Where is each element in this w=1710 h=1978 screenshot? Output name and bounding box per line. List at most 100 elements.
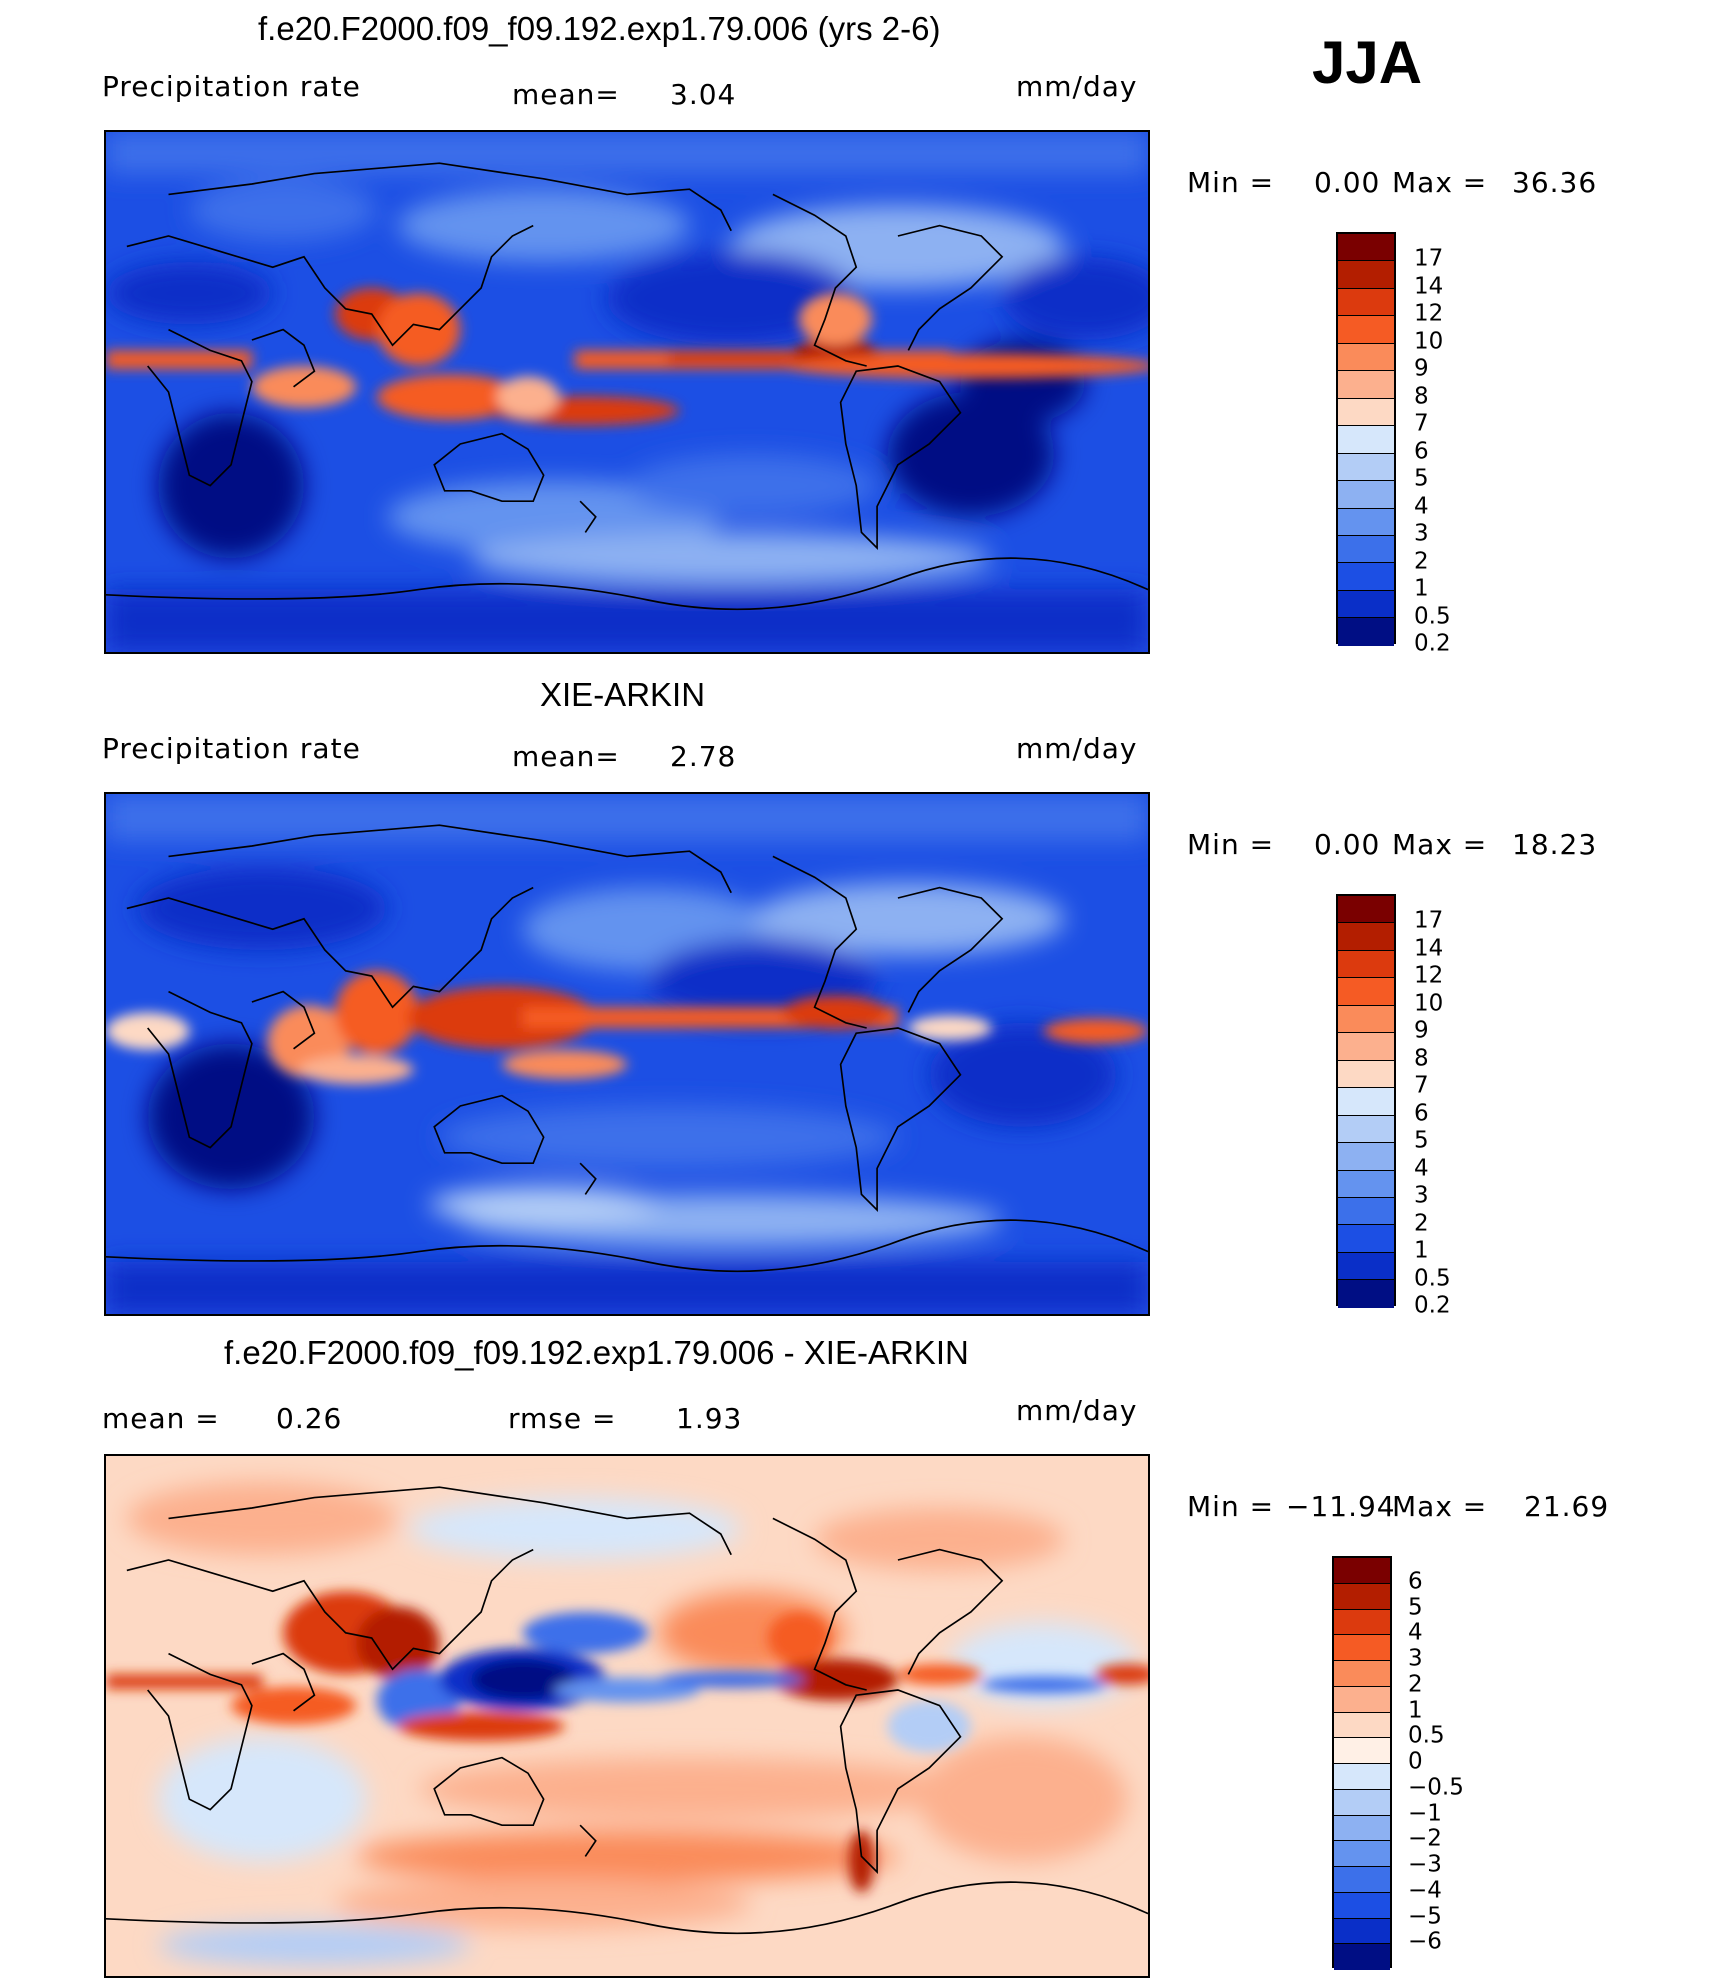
min-value-diff: −11.94: [1286, 1490, 1396, 1523]
map-canvas-model: [106, 132, 1148, 652]
colorbar-swatch: [1334, 1686, 1390, 1713]
colorbar-swatch: [1338, 1225, 1394, 1253]
max-label-model: Max =: [1392, 166, 1488, 199]
mean-label-model: mean=: [512, 78, 620, 111]
map-canvas-obs: [106, 794, 1148, 1314]
max-label-obs: Max =: [1392, 828, 1488, 861]
panel-title-obs: XIE-ARKIN: [540, 676, 706, 713]
colorbar-tick-label: −4: [1408, 1877, 1442, 1904]
colorbar-tick-label: 7: [1414, 410, 1429, 437]
variable-label-model: Precipitation rate: [102, 70, 361, 103]
colorbar-tick-label: 17: [1414, 907, 1444, 934]
colorbar-swatch: [1334, 1558, 1390, 1584]
colorbar-swatch: [1338, 978, 1394, 1006]
mean-value-obs: 2.78: [670, 740, 737, 773]
colorbar-swatch: [1334, 1609, 1390, 1636]
colorbar-tick-label: 12: [1414, 300, 1444, 327]
precip-map-obs: [104, 792, 1150, 1316]
colorbar-ticks-model: 17 14 12 10 9 8 7 6 5 4 3 2 1 0.5 0.2: [1414, 232, 1494, 655]
colorbar-tick-label: 1: [1414, 1237, 1429, 1264]
precip-map-model: [104, 130, 1150, 654]
units-label-model: mm/day: [1016, 70, 1138, 103]
colorbar-tick-label: 4: [1414, 1155, 1429, 1182]
colorbar-swatch: [1334, 1712, 1390, 1739]
colorbar-tick-label: −2: [1408, 1825, 1442, 1852]
colorbar-tick-label: 10: [1414, 990, 1444, 1017]
colorbar-swatch: [1338, 343, 1394, 372]
colorbar-swatch: [1338, 896, 1394, 924]
colorbar-tick-label: 3: [1414, 1182, 1429, 1209]
colorbar-tick-label: 0.5: [1414, 603, 1451, 630]
colorbar-tick-label: 0.5: [1414, 1265, 1451, 1292]
units-label-obs: mm/day: [1016, 732, 1138, 765]
colorbar-swatch: [1338, 398, 1394, 427]
rmse-label-diff: rmse =: [508, 1402, 617, 1435]
colorbar-tick-label: 14: [1414, 935, 1444, 962]
max-value-model: 36.36: [1512, 166, 1598, 199]
max-value-obs: 18.23: [1512, 828, 1598, 861]
colorbar-tick-label: 8: [1414, 1045, 1429, 1072]
min-label-diff: Min =: [1187, 1490, 1275, 1523]
colorbar-swatch: [1338, 950, 1394, 979]
colorbar-diff: [1332, 1556, 1392, 1970]
colorbar-swatch: [1338, 1170, 1394, 1198]
colorbar-swatch: [1338, 288, 1394, 317]
colorbar-swatch: [1334, 1944, 1390, 1970]
colorbar-tick-label: 12: [1414, 962, 1444, 989]
colorbar-model: [1336, 232, 1396, 646]
colorbar-swatch: [1334, 1815, 1390, 1842]
colorbar-tick-label: −6: [1408, 1928, 1442, 1955]
mean-value-diff: 0.26: [276, 1402, 343, 1435]
colorbar-swatch: [1338, 261, 1394, 289]
colorbar-tick-label: 4: [1408, 1619, 1423, 1646]
colorbar-swatch: [1334, 1789, 1390, 1816]
rmse-value-diff: 1.93: [676, 1402, 743, 1435]
colorbar-tick-label: 6: [1408, 1568, 1423, 1595]
colorbar-tick-label: 1: [1414, 575, 1429, 602]
colorbar-tick-label: 0.2: [1414, 1292, 1451, 1319]
colorbar-swatch: [1338, 1115, 1394, 1144]
min-value-obs: 0.00: [1314, 828, 1381, 861]
colorbar-swatch: [1338, 590, 1394, 619]
colorbar-swatch: [1338, 1005, 1394, 1034]
colorbar-tick-label: 2: [1414, 548, 1429, 575]
colorbar-swatch: [1338, 923, 1394, 951]
colorbar-tick-label: 10: [1414, 328, 1444, 355]
colorbar-tick-label: 6: [1414, 438, 1429, 465]
colorbar-tick-label: 17: [1414, 245, 1444, 272]
colorbar-tick-label: −0.5: [1408, 1774, 1464, 1801]
panel-title-model: f.e20.F2000.f09_f09.192.exp1.79.006 (yrs…: [258, 10, 941, 47]
colorbar-swatch: [1338, 316, 1394, 344]
colorbar-tick-label: 8: [1414, 383, 1429, 410]
colorbar-ticks-diff: 6 5 4 3 2 1 0.5 0 −0.5 −1 −2 −3 −4 −5 −6: [1408, 1556, 1498, 1968]
colorbar-swatch: [1338, 563, 1394, 591]
colorbar-swatch: [1338, 1197, 1394, 1226]
colorbar-swatch: [1334, 1764, 1390, 1790]
colorbar-swatch: [1334, 1583, 1390, 1610]
colorbar-swatch: [1334, 1918, 1390, 1945]
colorbar-swatch: [1334, 1867, 1390, 1893]
colorbar-tick-label: 5: [1408, 1594, 1423, 1620]
colorbar-swatch: [1338, 481, 1394, 509]
colorbar-tick-label: 6: [1414, 1100, 1429, 1127]
colorbar-tick-label: 4: [1414, 493, 1429, 520]
colorbar-swatch: [1338, 1060, 1394, 1089]
colorbar-tick-label: 9: [1414, 355, 1429, 382]
colorbar-swatch: [1334, 1738, 1390, 1764]
colorbar-swatch: [1334, 1635, 1390, 1661]
max-label-diff: Max =: [1392, 1490, 1488, 1523]
variable-label-obs: Precipitation rate: [102, 732, 361, 765]
colorbar-tick-label: 5: [1414, 1127, 1429, 1154]
colorbar-tick-label: 2: [1408, 1671, 1423, 1698]
units-label-diff: mm/day: [1016, 1394, 1138, 1427]
colorbar-swatch: [1334, 1661, 1390, 1687]
colorbar-swatch: [1338, 1088, 1394, 1116]
min-label-obs: Min =: [1187, 828, 1275, 861]
colorbar-swatch: [1338, 371, 1394, 399]
min-label-model: Min =: [1187, 166, 1275, 199]
colorbar-swatch: [1338, 453, 1394, 482]
colorbar-tick-label: 14: [1414, 273, 1444, 300]
colorbar-tick-label: 2: [1414, 1210, 1429, 1237]
colorbar-tick-label: 3: [1408, 1645, 1423, 1672]
colorbar-swatch: [1338, 1033, 1394, 1061]
